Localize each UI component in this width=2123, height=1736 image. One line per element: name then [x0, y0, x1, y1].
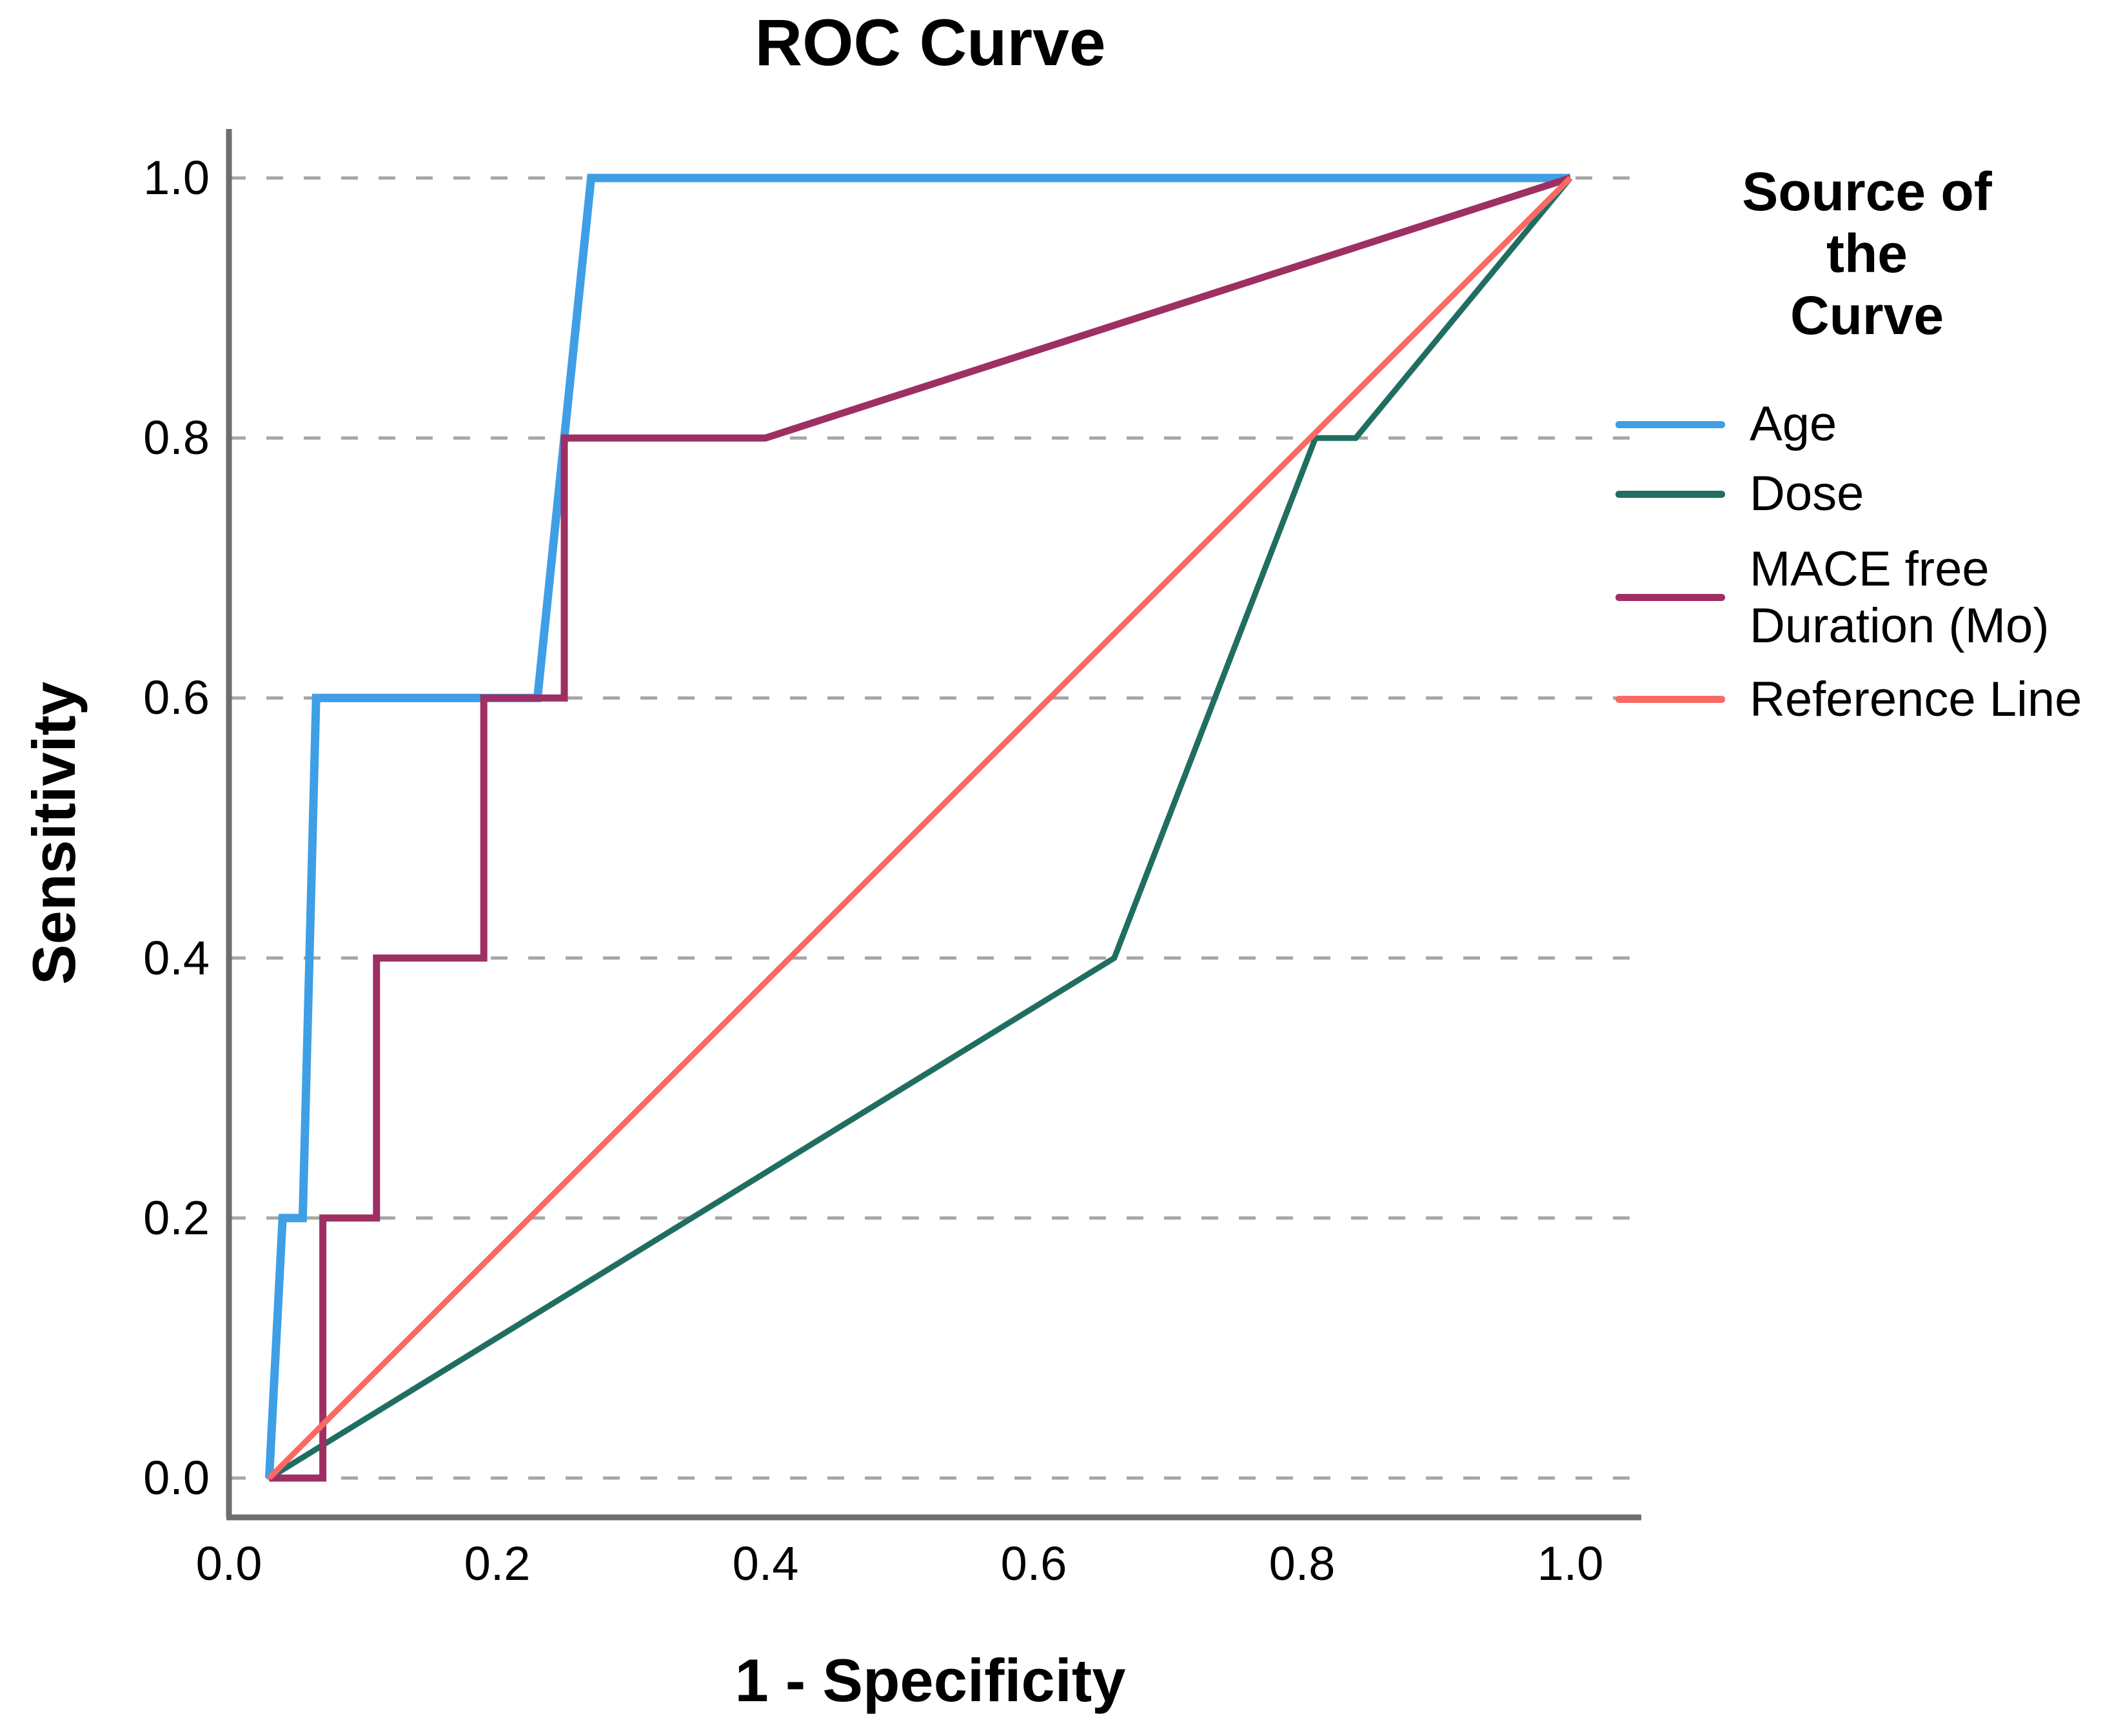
y-tick-label: 0.0 — [143, 1451, 210, 1504]
y-tick-label: 0.2 — [143, 1190, 210, 1245]
chart-title: ROC Curve — [755, 6, 1106, 79]
x-tick-label: 1.0 — [1537, 1537, 1604, 1590]
legend: Source of the Curve Age Dose MACE free Dura… — [1615, 161, 2123, 728]
curve-age — [264, 173, 1570, 1479]
legend-item-dose: Dose — [1615, 466, 2123, 522]
legend-title-line1: Source of the — [1742, 161, 1992, 284]
curve-reference-line — [267, 175, 1573, 1481]
legend-label-reference: Reference Line — [1750, 671, 2082, 727]
legend-label-dose: Dose — [1750, 466, 1864, 522]
y-tick-label: 0.8 — [143, 411, 210, 465]
x-tick-label: 0.0 — [195, 1537, 262, 1590]
legend-swatch-age — [1615, 420, 1725, 428]
legend-label-mace: MACE free Duration (Mo) — [1750, 541, 2049, 653]
curve-dose — [268, 176, 1573, 1481]
y-tick-label: 1.0 — [143, 151, 210, 204]
curve-mace-free-duration-mo — [269, 174, 1572, 1482]
legend-title: Source of the Curve — [1725, 161, 2009, 346]
legend-item-mace: MACE free Duration (Mo) — [1615, 541, 2123, 655]
y-tick-label: 0.6 — [143, 671, 210, 725]
legend-item-reference: Reference Line — [1615, 671, 2123, 728]
y-tick-label: 0.4 — [143, 931, 210, 985]
x-tick-label: 0.8 — [1269, 1537, 1336, 1590]
legend-title-line2: Curve — [1790, 284, 1944, 346]
x-axis-title: 1 - Specificity — [735, 1646, 1126, 1714]
x-tick-label: 0.6 — [1000, 1537, 1067, 1590]
legend-item-age: Age — [1615, 396, 2123, 453]
legend-swatch-mace — [1615, 594, 1725, 602]
legend-label-age: Age — [1750, 397, 1837, 452]
legend-swatch-reference — [1615, 696, 1725, 704]
x-tick-label: 0.4 — [732, 1537, 799, 1590]
legend-items: Age Dose MACE free Duration (Mo) Reference L… — [1615, 396, 2123, 728]
legend-swatch-dose — [1615, 490, 1725, 498]
x-tick-label: 0.2 — [464, 1537, 531, 1590]
